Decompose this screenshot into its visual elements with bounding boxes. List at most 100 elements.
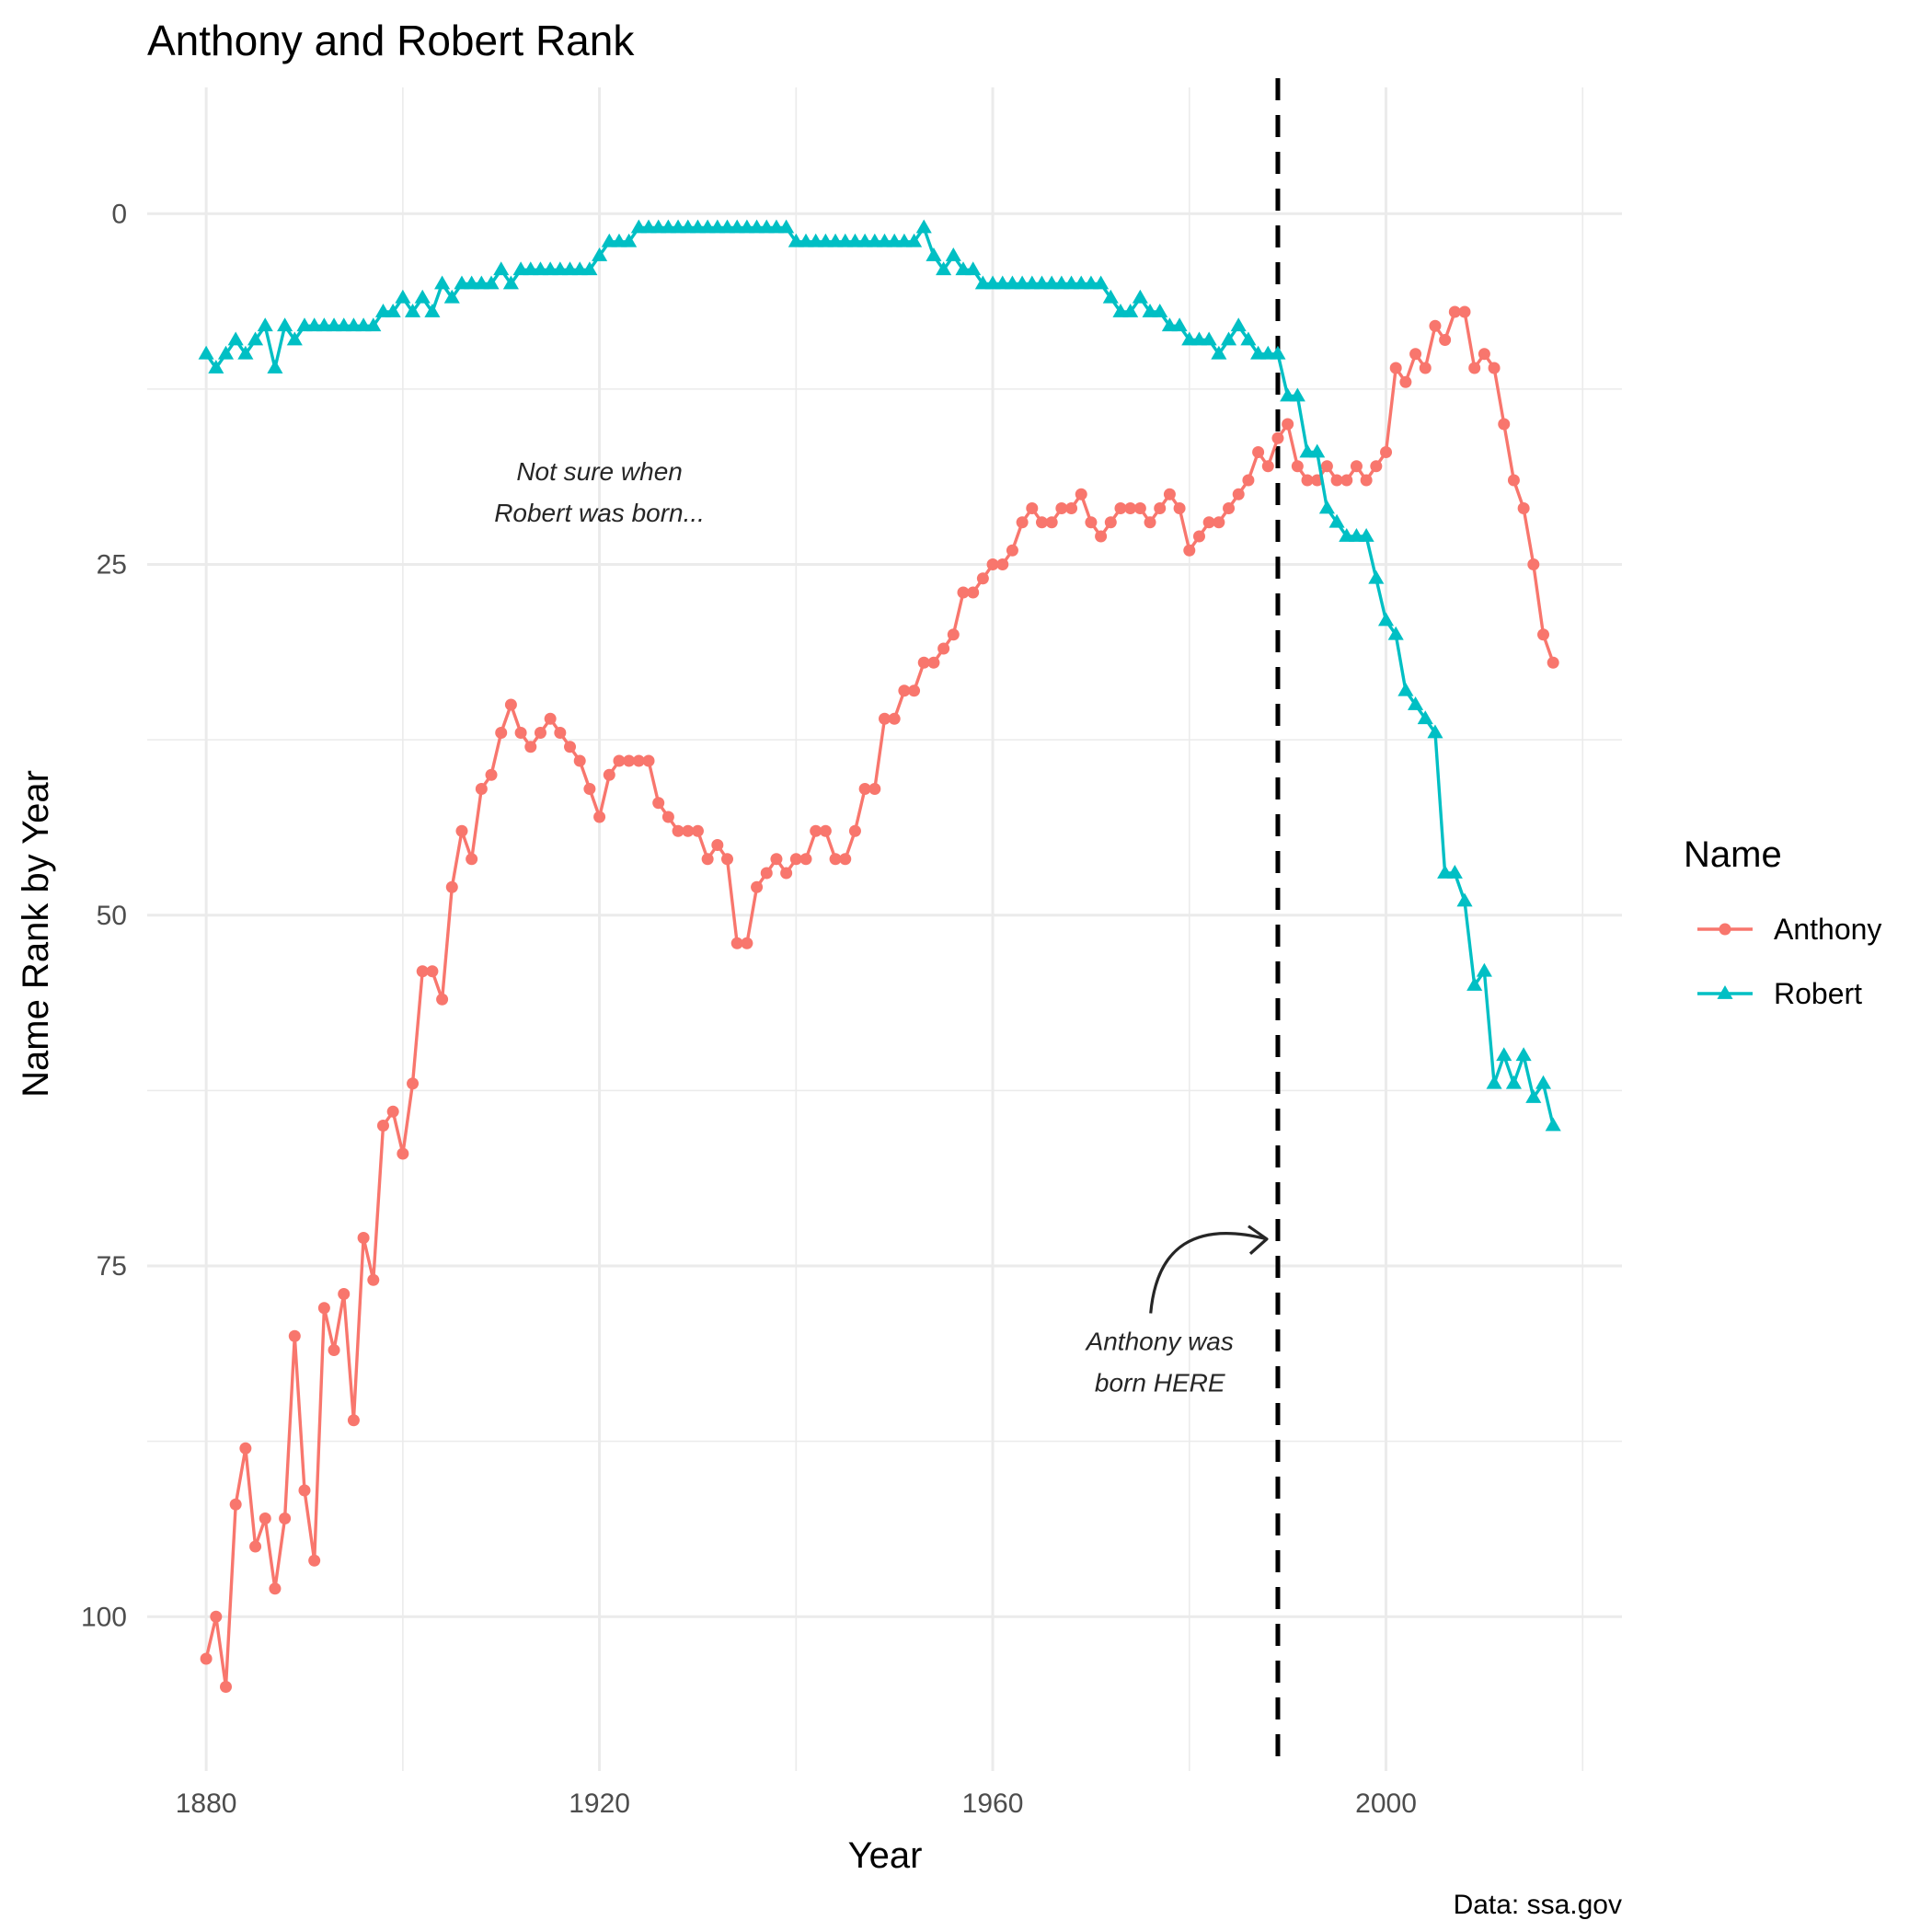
annotation-line: Anthony was — [1085, 1328, 1234, 1356]
data-point — [1368, 569, 1385, 584]
data-point — [416, 965, 429, 978]
data-point — [829, 853, 842, 866]
data-point — [1242, 474, 1255, 487]
data-point — [945, 247, 961, 261]
data-point — [1397, 682, 1414, 696]
data-point — [789, 853, 802, 866]
data-point — [397, 1147, 409, 1160]
data-point — [1122, 304, 1139, 317]
annotation-text: Anthony was born HERE — [1085, 1328, 1234, 1397]
data-point — [298, 1484, 311, 1497]
data-point — [544, 712, 557, 725]
data-point — [1202, 516, 1215, 529]
data-point — [1282, 418, 1294, 431]
data-point — [1409, 348, 1422, 361]
data-point — [404, 304, 421, 317]
data-point — [495, 727, 508, 739]
data-point — [267, 360, 283, 374]
data-point — [227, 331, 244, 346]
data-point — [445, 880, 458, 893]
data-point — [1328, 513, 1345, 528]
data-point — [1144, 516, 1156, 529]
data-point — [1456, 892, 1473, 907]
data-point — [1496, 1047, 1512, 1062]
y-tick-labels: 0 25 50 75 100 — [81, 199, 127, 1632]
data-point — [1429, 319, 1442, 332]
data-point — [957, 586, 970, 599]
data-point — [200, 1652, 213, 1665]
data-point — [1507, 474, 1520, 487]
data-point — [1192, 530, 1205, 543]
data-point — [249, 1540, 262, 1553]
data-point — [407, 1077, 420, 1090]
legend-key-marker — [1717, 985, 1733, 999]
data-point — [288, 1329, 301, 1342]
data-point — [848, 824, 861, 837]
data-point — [1377, 612, 1395, 627]
data-point — [1291, 460, 1304, 473]
data-point — [414, 289, 431, 304]
data-point — [1016, 516, 1029, 529]
data-point — [603, 768, 615, 781]
data-point — [1223, 502, 1236, 514]
grid-lines — [147, 87, 1622, 1771]
data-point — [1230, 317, 1247, 332]
data-point — [799, 853, 812, 866]
data-point — [485, 768, 498, 781]
legend-items: Anthony Robert — [1697, 913, 1881, 1010]
data-point — [711, 839, 724, 851]
data-point — [1085, 516, 1098, 529]
y-tick-label: 25 — [97, 550, 127, 581]
data-point — [937, 642, 950, 655]
data-point — [915, 219, 932, 234]
y-tick-label: 75 — [97, 1251, 127, 1282]
x-tick-labels: 1880 1920 1960 2000 — [176, 1788, 1417, 1819]
data-point — [1183, 544, 1196, 557]
data-point — [317, 1302, 330, 1315]
data-point — [347, 1414, 360, 1427]
data-point — [198, 345, 214, 360]
x-tick-label: 2000 — [1355, 1788, 1417, 1819]
data-point — [1132, 289, 1148, 304]
y-tick-label: 0 — [111, 199, 127, 229]
data-point — [672, 824, 684, 837]
data-point — [691, 824, 704, 837]
data-point — [996, 558, 1009, 570]
data-point — [1389, 362, 1402, 374]
data-point — [642, 754, 655, 767]
data-point — [1448, 305, 1461, 318]
annotation-arrow — [1149, 1232, 1268, 1314]
data-point — [908, 684, 921, 697]
data-point — [1545, 1117, 1561, 1132]
data-point — [1486, 1075, 1502, 1089]
data-point — [466, 853, 478, 866]
data-point — [357, 1232, 370, 1244]
data-point — [279, 1512, 292, 1524]
data-point — [1498, 418, 1511, 431]
data-point — [514, 727, 527, 739]
data-point — [257, 317, 273, 332]
data-point — [1211, 345, 1227, 360]
data-point — [1517, 502, 1530, 514]
data-point — [1320, 460, 1333, 473]
data-point — [858, 783, 871, 795]
data-point — [1515, 1047, 1532, 1062]
data-point — [917, 656, 930, 669]
data-point — [1387, 626, 1404, 640]
data-point — [701, 853, 714, 866]
data-point — [1408, 696, 1424, 710]
data-point — [1201, 331, 1217, 346]
data-point — [1075, 488, 1087, 500]
data-point — [936, 261, 952, 276]
data-point — [770, 853, 783, 866]
data-point — [1535, 1075, 1552, 1089]
x-tick-label: 1880 — [176, 1788, 237, 1819]
data-point — [621, 233, 638, 247]
data-point — [1439, 334, 1452, 346]
data-point — [1466, 977, 1483, 991]
data-point — [385, 304, 401, 317]
data-point — [338, 1288, 351, 1300]
data-point — [554, 727, 567, 739]
data-point — [564, 741, 577, 753]
data-point — [1478, 348, 1490, 361]
